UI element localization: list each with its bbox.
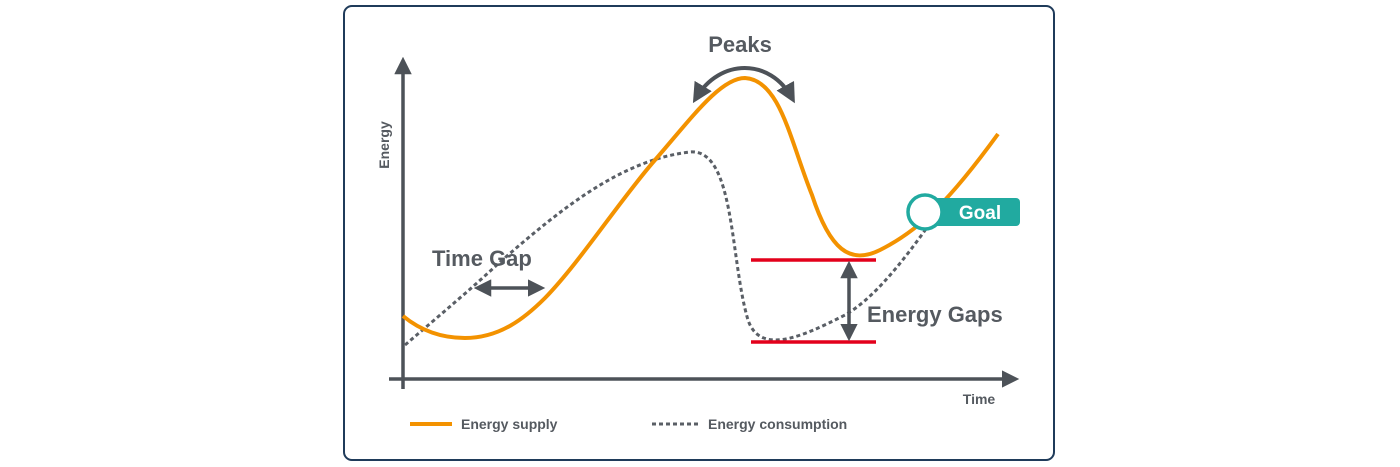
goal-badge bbox=[925, 198, 1020, 226]
energy-consumption-curve bbox=[404, 150, 947, 347]
energy-gaps-label: Energy Gaps bbox=[867, 302, 1003, 327]
legend-consumption-label: Energy consumption bbox=[708, 416, 847, 432]
peaks-label: Peaks bbox=[708, 32, 772, 57]
peaks-arrow bbox=[692, 66, 795, 104]
y-axis-label: Energy bbox=[376, 121, 392, 169]
legend-supply-label: Energy supply bbox=[461, 416, 558, 432]
time-gap-label: Time Gap bbox=[432, 246, 532, 271]
x-axis-label: Time bbox=[963, 391, 996, 407]
goal-circle bbox=[906, 193, 944, 231]
goal-label: Goal bbox=[959, 203, 1001, 224]
